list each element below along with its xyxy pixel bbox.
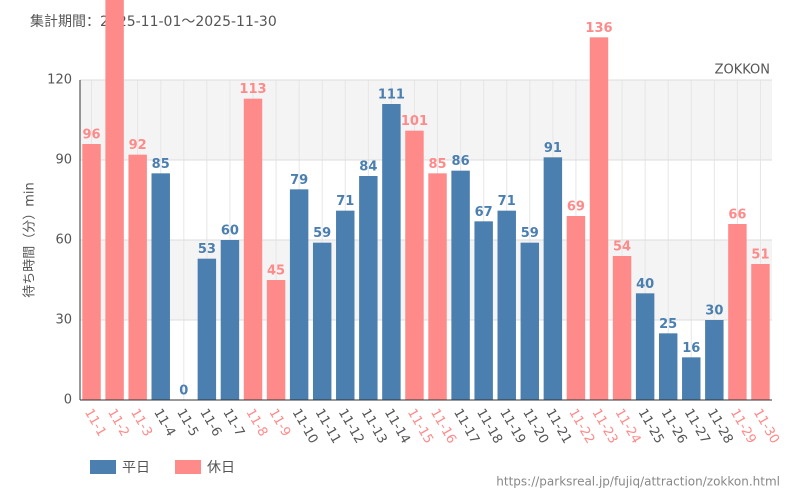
bar: [705, 320, 724, 400]
bar: [497, 210, 516, 400]
value-label: 84: [359, 160, 377, 175]
x-tick-label: 11-4: [150, 406, 178, 439]
bar: [543, 157, 563, 400]
value-label: 92: [129, 138, 147, 153]
bar: [151, 173, 170, 400]
x-tick-label: 11-6: [196, 406, 224, 439]
x-tick-label: 11-9: [266, 406, 294, 439]
legend-label: 休日: [207, 460, 235, 476]
value-label: 85: [428, 157, 446, 172]
bar: [336, 210, 355, 400]
x-tick-label: 11-7: [219, 406, 247, 439]
bar: [728, 224, 747, 400]
bar: [82, 144, 101, 400]
bar: [612, 256, 632, 400]
bar: [359, 176, 378, 400]
value-label: 85: [152, 157, 170, 172]
bar: [520, 242, 540, 400]
value-label: 16: [682, 341, 700, 356]
x-tick-label: 11-3: [127, 406, 155, 439]
bar: [589, 37, 609, 400]
value-label: 91: [544, 141, 562, 156]
band: [80, 240, 772, 320]
bar: [243, 98, 263, 401]
value-label: 101: [401, 114, 428, 129]
bar: [220, 240, 240, 400]
bar: [451, 170, 470, 400]
bar: [428, 173, 447, 400]
y-tick-label: 90: [55, 153, 72, 168]
y-tick-label: 0: [64, 393, 72, 408]
value-label: 69: [567, 200, 585, 215]
bar: [128, 154, 147, 400]
value-label: 0: [179, 384, 188, 399]
bar: [382, 104, 401, 400]
bar: [266, 280, 286, 400]
legend-swatch: [175, 460, 201, 474]
chart-title: 集計期間：2025-11-01～2025-11-30: [30, 13, 277, 30]
band: [80, 80, 772, 160]
value-label: 67: [475, 205, 493, 220]
bar: [658, 333, 678, 400]
value-label: 59: [521, 226, 539, 241]
bar: [474, 221, 493, 400]
value-label: 54: [613, 240, 631, 255]
legend-swatch: [90, 460, 116, 474]
value-label: 59: [313, 226, 331, 241]
bar: [289, 189, 309, 400]
value-label: 96: [82, 128, 100, 143]
bar: [405, 130, 424, 400]
value-label: 51: [751, 248, 769, 263]
value-label: 25: [659, 317, 677, 332]
value-label: 30: [705, 304, 723, 319]
value-label: 79: [290, 173, 308, 188]
value-label: 53: [198, 242, 216, 257]
x-tick-label: 11-5: [173, 406, 201, 439]
x-tick-label: 11-8: [243, 406, 271, 439]
bar: [105, 0, 124, 400]
bar: [635, 293, 655, 400]
value-label: 86: [452, 154, 470, 169]
value-label: 111: [378, 88, 405, 103]
y-tick-label: 60: [55, 233, 72, 248]
legend-label: 平日: [122, 460, 150, 476]
x-tick-label: 11-1: [81, 406, 109, 439]
value-label: 136: [585, 21, 612, 36]
chart-subtitle: ZOKKON: [715, 63, 770, 78]
y-tick-label: 120: [47, 73, 72, 88]
bar: [751, 264, 770, 400]
x-tick-label: 11-2: [104, 406, 132, 439]
bar: [682, 357, 701, 400]
value-label: 71: [336, 194, 354, 209]
source: https://parksreal.jp/fujiq/attraction/zo…: [496, 475, 780, 489]
value-label: 40: [636, 277, 654, 292]
value-label: 60: [221, 224, 239, 239]
value-label: 66: [728, 208, 746, 223]
bar: [312, 242, 332, 400]
value-label: 71: [498, 194, 516, 209]
value-label: 45: [267, 264, 285, 279]
value-label: 113: [239, 82, 266, 97]
y-axis-label: 待ち時間（分）min: [23, 182, 38, 298]
bar: [197, 258, 217, 400]
y-tick-label: 30: [55, 313, 72, 328]
bar: [566, 216, 586, 400]
